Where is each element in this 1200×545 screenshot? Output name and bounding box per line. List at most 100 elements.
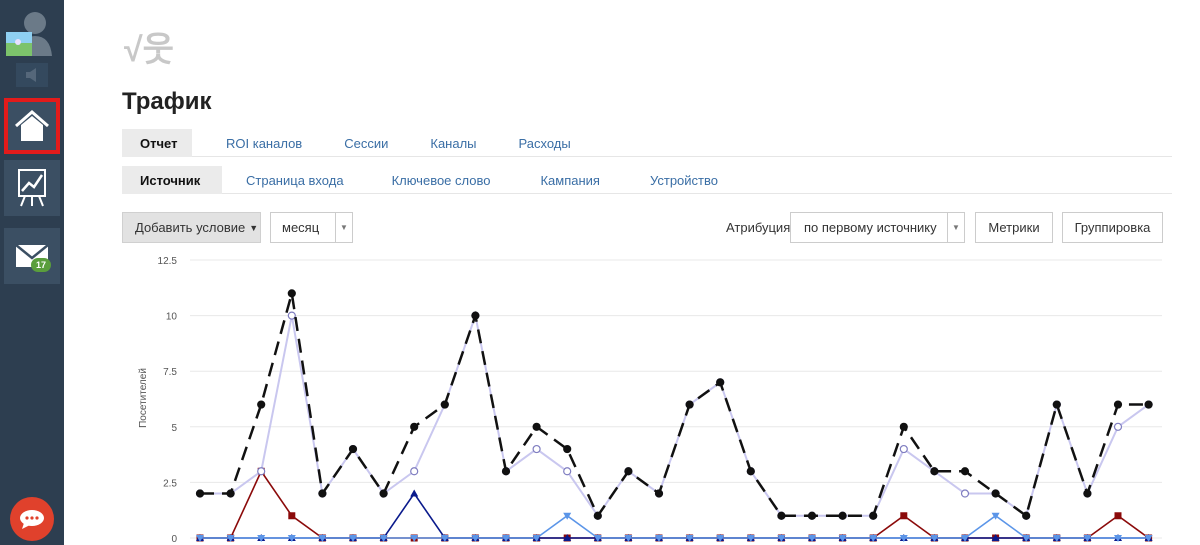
series-lightblue-point bbox=[257, 535, 266, 542]
series-lightblue-point bbox=[287, 535, 296, 542]
tab-channels[interactable]: Каналы bbox=[430, 136, 477, 151]
series-lightblue-point bbox=[349, 535, 357, 542]
attribution-value: по первому источнику bbox=[804, 220, 937, 235]
attribution-select[interactable]: по первому источнику ▼ bbox=[790, 212, 965, 243]
series-lavender-point bbox=[257, 467, 266, 476]
series-lightblue-point bbox=[869, 535, 878, 542]
series-lightblue-point bbox=[1083, 535, 1092, 542]
series-total-point bbox=[257, 400, 266, 409]
tab-sessions[interactable]: Сессии bbox=[344, 136, 389, 151]
series-lightblue-point bbox=[899, 535, 908, 542]
series-lightblue-point bbox=[593, 535, 602, 542]
series-lightblue-point bbox=[532, 535, 541, 542]
series-lightblue-point bbox=[226, 535, 235, 542]
series-total-point bbox=[501, 467, 511, 476]
logo: √웃 bbox=[124, 31, 174, 69]
series-lightblue-point bbox=[440, 535, 449, 542]
series-lightblue-point bbox=[1144, 535, 1153, 542]
series-lightblue-point bbox=[991, 512, 1000, 520]
series-lightblue-point bbox=[196, 535, 204, 542]
series-total-line bbox=[200, 293, 1149, 519]
series-lightblue-point bbox=[410, 535, 419, 542]
caret-down-icon: ▼ bbox=[249, 222, 259, 233]
series-lavender-line bbox=[200, 311, 1150, 518]
series-lightblue-point bbox=[961, 535, 969, 542]
series-lightblue-point bbox=[1022, 535, 1031, 542]
series-total-point bbox=[593, 511, 602, 520]
y-tick-label: 12.5 bbox=[158, 256, 178, 267]
grouping-button[interactable]: Группировка bbox=[1062, 212, 1163, 243]
y-axis-label: Посетителей bbox=[138, 368, 149, 428]
series-lightblue-point bbox=[685, 535, 694, 542]
sidebar: 17 bbox=[0, 0, 64, 545]
series-total-point bbox=[716, 378, 725, 387]
y-tick-label: 2.5 bbox=[163, 478, 177, 489]
series-total-point bbox=[746, 467, 755, 476]
metrics-button[interactable]: Метрики bbox=[975, 212, 1053, 243]
series-total-point bbox=[440, 400, 449, 409]
series-total-point bbox=[471, 311, 480, 320]
series-total-point bbox=[563, 444, 572, 454]
series-total-point bbox=[624, 467, 633, 476]
tab-device[interactable]: Устройство bbox=[649, 173, 718, 188]
period-select[interactable]: месяц ▼ bbox=[270, 212, 353, 243]
series-total-point bbox=[195, 489, 205, 498]
y-tick-label: 10 bbox=[166, 312, 178, 323]
series-total-point bbox=[1113, 400, 1123, 409]
tab-expenses[interactable]: Расходы bbox=[518, 136, 571, 151]
chat-icon bbox=[20, 510, 44, 529]
y-tick-label: 5 bbox=[171, 423, 177, 434]
report-tabs: Отчет ROI каналов Сессии Каналы Расходы bbox=[122, 129, 1172, 157]
series-lavender-point bbox=[532, 444, 541, 454]
series-total-point bbox=[226, 489, 235, 498]
series-total-point bbox=[930, 467, 939, 476]
series-lightblue-point bbox=[716, 535, 725, 542]
announcements-icon[interactable] bbox=[16, 63, 48, 87]
chat-button[interactable] bbox=[10, 497, 54, 541]
series-navy-point bbox=[563, 534, 572, 541]
avatar[interactable] bbox=[4, 6, 54, 56]
series-darkred-line bbox=[200, 469, 1150, 539]
series-total-point bbox=[1144, 400, 1153, 409]
tab-source[interactable]: Источник bbox=[122, 166, 222, 194]
series-total-point bbox=[838, 511, 847, 520]
series-lightblue-point bbox=[746, 535, 755, 542]
series-darkred-point bbox=[900, 512, 908, 520]
tab-keyword[interactable]: Ключевое слово bbox=[391, 173, 491, 188]
tab-campaign[interactable]: Кампания bbox=[540, 173, 600, 188]
series-lavender-point bbox=[1113, 422, 1123, 431]
tab-landing-page[interactable]: Страница входа bbox=[246, 173, 344, 188]
series-total-point bbox=[899, 422, 908, 431]
series-lavender-point bbox=[563, 467, 572, 476]
series-total-point bbox=[777, 511, 786, 520]
add-condition-button[interactable]: Добавить условие ▼ bbox=[122, 212, 261, 243]
series-darkred-point bbox=[288, 512, 296, 520]
series-lightblue-point bbox=[1052, 535, 1061, 542]
series-lightblue-point bbox=[624, 535, 633, 542]
series-lightblue-point bbox=[1114, 535, 1122, 542]
dimension-tabs: Источник Страница входа Ключевое слово К… bbox=[122, 166, 1172, 194]
home-icon bbox=[15, 110, 49, 141]
series-total-point bbox=[685, 400, 694, 409]
nav-mail[interactable]: 17 bbox=[4, 228, 60, 284]
series-lightblue-point bbox=[838, 535, 847, 542]
traffic-chart: 0 2.5 5 7.5 10 12.5 Посетителей bbox=[138, 256, 1162, 545]
series-total-point bbox=[287, 289, 296, 298]
tab-report[interactable]: Отчет bbox=[122, 129, 192, 157]
series-lavender-point bbox=[410, 467, 419, 476]
series-lightblue-point bbox=[655, 535, 663, 542]
chevron-down-icon: ▼ bbox=[947, 213, 964, 242]
y-tick-label: 7.5 bbox=[163, 367, 177, 378]
series-navy-point bbox=[410, 489, 419, 497]
tab-roi[interactable]: ROI каналов bbox=[226, 136, 303, 151]
series-lightblue-point bbox=[777, 535, 786, 542]
series-navy-point bbox=[991, 534, 1000, 541]
series-total-point bbox=[410, 422, 419, 431]
series-total-point bbox=[869, 511, 878, 520]
series-total-point bbox=[532, 422, 541, 431]
chevron-down-icon: ▼ bbox=[335, 213, 352, 242]
series-total-point bbox=[1052, 400, 1061, 409]
nav-analytics[interactable] bbox=[4, 160, 60, 216]
series-total-point bbox=[379, 489, 388, 498]
nav-home[interactable] bbox=[4, 98, 60, 154]
